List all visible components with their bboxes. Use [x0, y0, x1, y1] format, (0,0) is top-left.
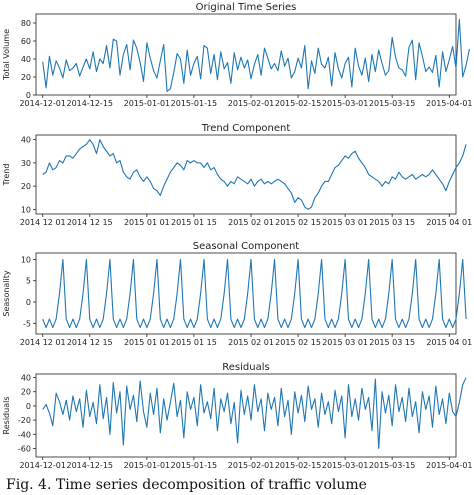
y-tick-label: 0 — [26, 91, 31, 100]
y-tick-label: -20 — [18, 416, 31, 425]
y-axis-label: Residuals — [2, 397, 11, 435]
series-line — [42, 258, 467, 329]
y-tick-label: 20 — [21, 182, 31, 191]
plot-frame — [35, 134, 457, 215]
x-tick-label: 2014-12-01 — [19, 99, 66, 108]
x-tick-label: 2015 01 01 — [124, 218, 170, 227]
figure-caption: Fig. 4. Time series decomposition of tra… — [6, 477, 367, 493]
x-tick-label: 2014-12-01 — [19, 461, 66, 470]
panel-1: Original Time Series Total Volume 0 20 40 60 8… — [2, 2, 473, 108]
x-tick-label: 2014 12 15 — [67, 338, 113, 347]
x-tick-label: 2015-01-15 — [171, 99, 218, 108]
x-tick-label: 2014 12 15 — [67, 218, 113, 227]
x-tick-label: 2015-02-15 — [275, 99, 322, 108]
x-tick-label: 2015-02-15 — [275, 461, 322, 470]
panel-title: Seasonal Component — [193, 241, 300, 252]
y-tick-label: 80 — [21, 19, 31, 28]
y-axis-label: Trend — [2, 164, 11, 187]
y-tick-label: 10 — [21, 205, 31, 214]
plot-frame — [35, 252, 457, 335]
x-tick-label: 2015 01 01 — [124, 338, 170, 347]
x-tick-label: 2015 03 15 — [369, 338, 415, 347]
panel-title: Residuals — [222, 362, 269, 373]
decomposition-figure: Original Time Series Total Volume 0 20 40 60 8… — [2, 2, 473, 470]
y-tick-label: 30 — [21, 159, 31, 168]
x-tick-label: 2015-03-15 — [369, 99, 416, 108]
y-tick-label: 20 — [21, 388, 31, 397]
x-tick-label: 2015-01-15 — [171, 461, 218, 470]
x-tick-label: 2015 01 15 — [171, 218, 217, 227]
panel-3: Seasonal Component Seasonality -5 0 5 10 2014 … — [2, 241, 472, 347]
y-tick-label: 40 — [21, 55, 31, 64]
y-tick-label: 0 — [26, 298, 31, 307]
series-line — [42, 139, 467, 210]
x-tick-label: 2015 04 01 — [426, 218, 472, 227]
x-tick-label: 2015 02 15 — [275, 338, 321, 347]
panel-title: Trend Component — [201, 123, 291, 134]
x-tick-label: 2015-01-01 — [124, 461, 171, 470]
y-axis-label: Seasonality — [2, 270, 11, 317]
x-tick-label: 2015 02 15 — [275, 218, 321, 227]
y-tick-label: -5 — [23, 319, 31, 328]
y-tick-label: 40 — [21, 136, 31, 145]
y-tick-label: 40 — [21, 374, 31, 383]
x-tick-label: 2014 12 01 — [20, 218, 66, 227]
series-line — [42, 377, 467, 450]
x-tick-label: 2015-03-01 — [322, 461, 369, 470]
y-tick-label: 20 — [21, 73, 31, 82]
y-axis-label: Total Volume — [2, 29, 11, 81]
x-tick-label: 2015 03 15 — [369, 218, 415, 227]
series-line — [42, 18, 470, 92]
x-tick-label: 2014 12 01 — [20, 338, 66, 347]
y-tick-label: 60 — [21, 37, 31, 46]
x-tick-label: 2015 01 15 — [171, 338, 217, 347]
x-tick-label: 2015-03-01 — [322, 99, 369, 108]
x-tick-label: 2015 04 01 — [426, 338, 472, 347]
y-tick-label: -40 — [18, 430, 31, 439]
x-tick-label: 2015 02 01 — [228, 218, 274, 227]
x-tick-label: 2014-12-15 — [67, 461, 114, 470]
panel-title: Original Time Series — [196, 2, 297, 13]
y-tick-label: -60 — [18, 444, 31, 453]
y-tick-label: 10 — [21, 255, 31, 264]
y-tick-label: 0 — [26, 402, 31, 411]
x-tick-label: 2014-12-15 — [67, 99, 114, 108]
x-tick-label: 2015-02-01 — [228, 461, 275, 470]
x-tick-label: 2015-04-01 — [426, 461, 473, 470]
y-tick-label: 5 — [26, 277, 31, 286]
plot-frame — [35, 13, 457, 96]
panel-4: Residuals Residuals -60 -40 -20 0 20 40 2014-12-… — [2, 362, 473, 470]
x-tick-label: 2015-03-15 — [369, 461, 416, 470]
x-tick-label: 2015 02 01 — [228, 338, 274, 347]
x-tick-label: 2015-01-01 — [124, 99, 171, 108]
x-tick-label: 2015 03 01 — [322, 338, 368, 347]
x-tick-label: 2015-02-01 — [228, 99, 275, 108]
x-tick-label: 2015-04-01 — [426, 99, 473, 108]
x-tick-label: 2015 03 01 — [322, 218, 368, 227]
